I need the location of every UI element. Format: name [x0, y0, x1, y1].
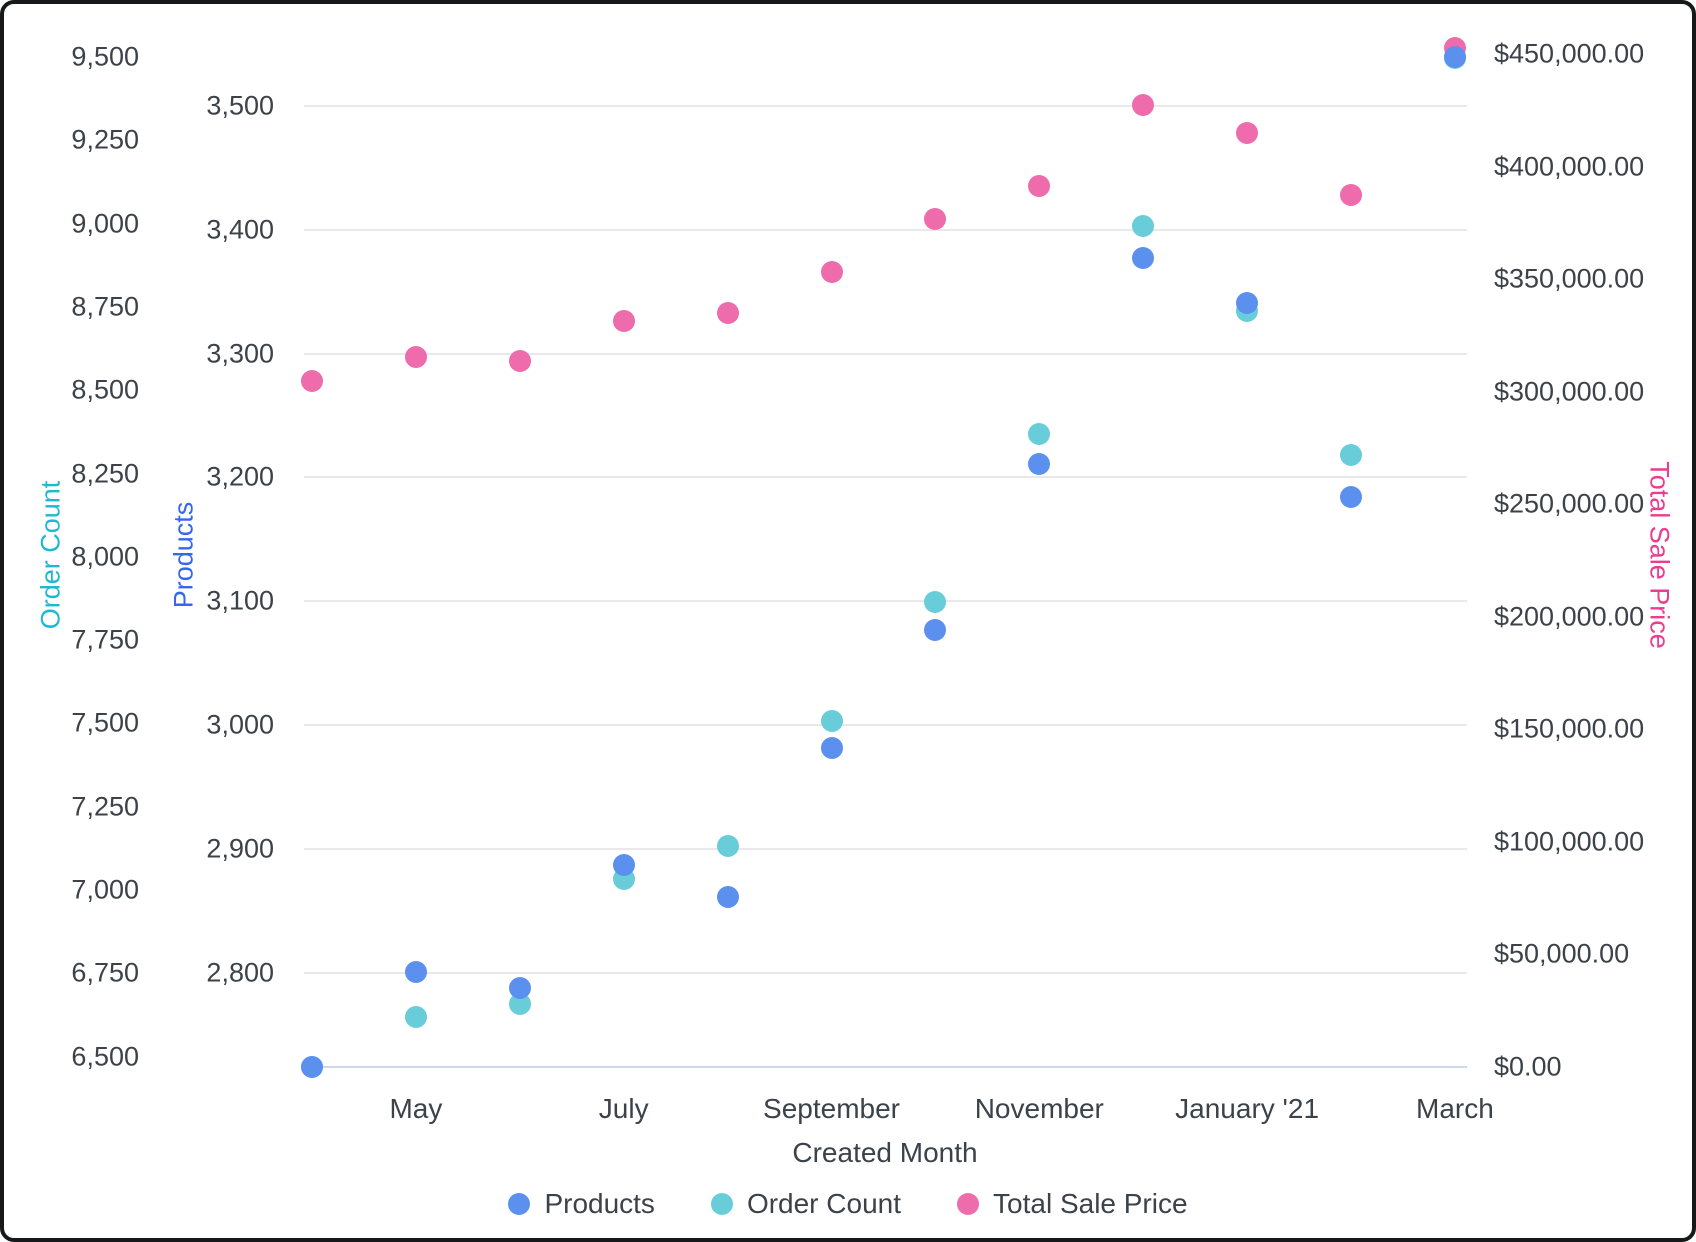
x-tick-label: May: [389, 1093, 443, 1124]
data-point-products[interactable]: [1132, 247, 1155, 270]
y-tick-products: 3,100: [206, 585, 274, 616]
data-point-order-count[interactable]: [404, 1006, 427, 1029]
data-point-products[interactable]: [1028, 452, 1051, 475]
data-point-order-count[interactable]: [1340, 443, 1362, 466]
legend-item-products[interactable]: Products: [508, 1188, 655, 1220]
legend-marker-icon: [957, 1193, 980, 1215]
y-tick-products: 3,300: [206, 338, 274, 368]
y-tick-total-sale-price: $250,000.00: [1494, 488, 1645, 519]
y-tick-order-count: 8,000: [71, 541, 139, 572]
data-point-products[interactable]: [612, 854, 635, 877]
y-tick-order-count: 6,500: [71, 1041, 139, 1072]
y-tick-total-sale-price: $350,000.00: [1494, 263, 1645, 294]
legend-marker-icon: [508, 1193, 531, 1215]
data-point-total-sale-price[interactable]: [1236, 121, 1259, 144]
data-point-total-sale-price[interactable]: [508, 349, 531, 372]
y-tick-products: 3,400: [206, 214, 274, 245]
x-tick-label: September: [763, 1093, 900, 1124]
legend-item-order-count[interactable]: Order Count: [710, 1188, 902, 1220]
gridline: [304, 476, 1467, 479]
y-tick-products: 3,500: [206, 90, 274, 121]
y-tick-order-count: 7,500: [71, 707, 139, 738]
gridline: [304, 104, 1467, 107]
data-point-total-sale-price[interactable]: [716, 301, 739, 324]
data-point-products[interactable]: [820, 736, 843, 759]
data-point-total-sale-price[interactable]: [820, 261, 843, 284]
y-tick-total-sale-price: $50,000.00: [1494, 938, 1630, 969]
data-point-order-count[interactable]: [508, 992, 531, 1015]
y-tick-products: 2,800: [206, 957, 274, 988]
y-tick-order-count: 8,250: [71, 458, 139, 488]
y-tick-order-count: 9,250: [71, 124, 139, 155]
y-tick-total-sale-price: $300,000.00: [1494, 376, 1645, 406]
y-tick-total-sale-price: $450,000.00: [1494, 38, 1645, 69]
x-axis-baseline: [304, 1065, 1467, 1068]
y-tick-order-count: 8,750: [71, 291, 139, 322]
data-point-products[interactable]: [1340, 486, 1362, 509]
gridline: [304, 724, 1467, 727]
data-point-total-sale-price[interactable]: [1132, 94, 1155, 117]
data-point-total-sale-price[interactable]: [924, 207, 947, 230]
y-tick-total-sale-price: $100,000.00: [1494, 826, 1645, 856]
data-point-products[interactable]: [508, 976, 531, 999]
legend-marker-icon: [710, 1193, 733, 1215]
gridline: [304, 848, 1467, 851]
legend-label: Products: [544, 1188, 655, 1219]
y-tick-order-count: 7,250: [71, 791, 139, 822]
data-point-order-count[interactable]: [924, 591, 947, 614]
data-point-products[interactable]: [716, 886, 739, 909]
data-point-order-count[interactable]: [820, 710, 843, 733]
x-axis-title: Created Month: [792, 1137, 978, 1168]
x-tick-label: March: [1415, 1093, 1494, 1124]
y-tick-order-count: 7,750: [71, 624, 139, 655]
total-sale-price-axis-title: Total Sale Price: [1644, 461, 1675, 649]
y-tick-total-sale-price: $150,000.00: [1494, 713, 1645, 744]
chart-legend: Products Order Count Total Sale Price: [4, 1182, 1692, 1226]
y-tick-order-count: 7,000: [71, 874, 139, 905]
x-tick-label: July: [598, 1093, 649, 1124]
gridline: [304, 600, 1467, 603]
y-tick-products: 3,200: [206, 461, 274, 492]
y-tick-order-count: 9,500: [71, 41, 139, 72]
x-tick-label: January '21: [1175, 1093, 1320, 1124]
y-tick-products: 3,000: [206, 709, 274, 740]
data-point-total-sale-price[interactable]: [301, 369, 323, 392]
data-point-order-count[interactable]: [1132, 214, 1155, 237]
data-point-order-count[interactable]: [1028, 422, 1051, 445]
x-tick-label: November: [974, 1093, 1104, 1124]
data-point-products[interactable]: [1443, 46, 1466, 69]
data-point-total-sale-price[interactable]: [1340, 183, 1362, 206]
data-point-products[interactable]: [924, 618, 947, 641]
gridline: [304, 228, 1467, 231]
legend-item-total-sale-price[interactable]: Total Sale Price: [957, 1188, 1188, 1220]
y-tick-order-count: 9,000: [71, 208, 139, 239]
gridline: [304, 352, 1467, 355]
data-point-order-count[interactable]: [716, 834, 739, 857]
y-tick-order-count: 6,750: [71, 957, 139, 988]
y-tick-total-sale-price: $200,000.00: [1494, 601, 1645, 631]
y-tick-total-sale-price: $0.00: [1494, 1051, 1562, 1081]
data-point-products[interactable]: [301, 1056, 323, 1079]
data-point-total-sale-price[interactable]: [404, 345, 427, 368]
data-point-total-sale-price[interactable]: [612, 309, 635, 332]
y-tick-order-count: 8,500: [71, 374, 139, 405]
products-axis-title: Products: [168, 501, 199, 609]
legend-label: Order Count: [746, 1188, 902, 1219]
gridline: [304, 972, 1467, 974]
legend-label: Total Sale Price: [993, 1188, 1188, 1219]
data-point-total-sale-price[interactable]: [1028, 174, 1051, 197]
data-point-products[interactable]: [1236, 291, 1259, 314]
order-count-axis-title: Order Count: [35, 480, 66, 630]
data-point-products[interactable]: [404, 960, 427, 983]
y-tick-products: 2,900: [206, 833, 274, 864]
y-tick-total-sale-price: $400,000.00: [1494, 151, 1645, 181]
